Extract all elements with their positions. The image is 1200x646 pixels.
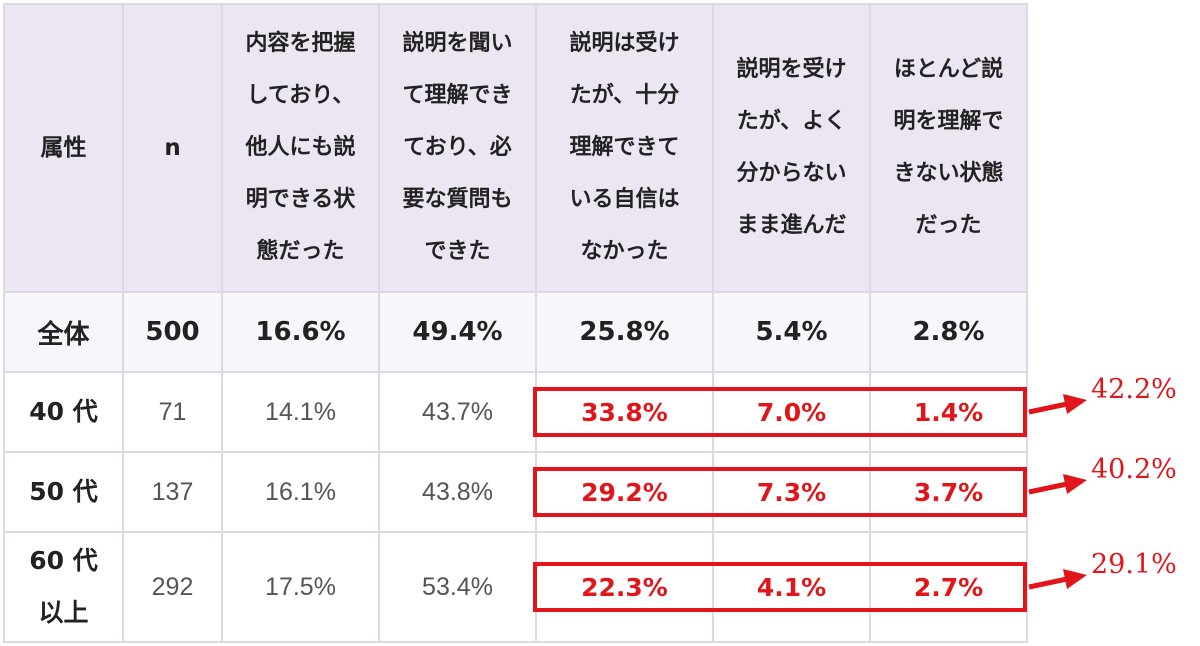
cell-n: 292 [122, 531, 223, 643]
row-label-line: 50 代 [29, 477, 98, 506]
cell-n: 137 [122, 451, 223, 533]
table-row: 全体 500 16.6% 49.4% 25.8% 5.4% 2.8% [3, 291, 1028, 373]
row-label: 50 代 [3, 451, 124, 533]
arrow-right-icon [1028, 474, 1087, 495]
column-header-c4: 説明を受けたが、よく分からないまま進んだ [712, 3, 871, 293]
column-header-line: 属性 [40, 135, 87, 161]
cell-c5: 1.4% [869, 371, 1028, 453]
column-header-line: 態だった [256, 239, 345, 264]
cell-n: 500 [122, 291, 223, 373]
row-label-line: 60 代 [29, 546, 98, 575]
column-header-line: 説明を受け [736, 57, 847, 82]
cell-c4: 7.3% [712, 451, 871, 533]
column-header-line: n [164, 135, 181, 161]
cell-c3: 29.2% [535, 451, 714, 533]
column-header-line: いる自信は [569, 187, 680, 212]
cell-c3: 22.3% [535, 531, 714, 643]
cell-c1: 14.1% [221, 371, 380, 453]
column-header-line: ほとんど説 [893, 57, 1004, 82]
cell-c5: 2.8% [869, 291, 1028, 373]
column-header-c3: 説明は受けたが、十分理解できている自信はなかった [535, 3, 714, 293]
column-header-line: たが、十分 [569, 83, 680, 108]
column-header-line: 他人にも説 [245, 135, 356, 160]
survey-table: 属性 n 内容を把握 しており、 他人にも説 明できる状 態だった 説明を聞い て理解でき ており… [3, 3, 1028, 643]
column-header-line: 分からない [736, 161, 847, 186]
cell-c1: 16.6% [221, 291, 380, 373]
cell-c2: 49.4% [378, 291, 537, 373]
arrow-right-icon [1028, 394, 1087, 415]
highlight-box [533, 467, 1027, 517]
cell-c4: 7.0% [712, 371, 871, 453]
column-header-attr: 属性 [3, 3, 124, 293]
sum-label: 40.2% [1091, 454, 1177, 485]
column-header-line: だった [915, 213, 982, 238]
column-header-line: 内容を把握 [245, 31, 356, 56]
column-header-n: n [122, 3, 223, 293]
cell-c2: 43.8% [378, 451, 537, 533]
column-header-line: ており、必 [403, 135, 512, 160]
cell-c3: 33.8% [535, 371, 714, 453]
column-header-line: 説明は受け [569, 31, 680, 56]
column-header-c5: ほとんど説明を理解できない状態だった [869, 3, 1028, 293]
cell-c5: 2.7% [869, 531, 1028, 643]
row-label-line: 以上 [38, 598, 89, 627]
column-header-line: できた [424, 239, 491, 264]
cell-c1: 17.5% [221, 531, 380, 643]
row-label: 全体 [3, 291, 124, 373]
highlight-box [533, 387, 1027, 437]
highlight-box [533, 562, 1027, 612]
row-label-line: 40 代 [29, 397, 98, 426]
column-header-c1: 内容を把握しており、他人にも説明できる状態だった [221, 3, 380, 293]
cell-c2: 43.7% [378, 371, 537, 453]
cell-c5: 3.7% [869, 451, 1028, 533]
column-header-line: 明できる状 [245, 187, 356, 212]
column-header-line: たが、よく [736, 109, 847, 134]
cell-c4: 5.4% [712, 291, 871, 373]
column-header-line: 明を理解で [893, 109, 1004, 134]
header-row: 属性 n 内容を把握 しており、 他人にも説 明できる状 態だった 説明を聞い て理解でき ており… [3, 3, 1028, 293]
column-header-line: 説明を聞い [402, 31, 513, 56]
column-header-line: て理解でき [402, 83, 513, 108]
sum-label: 29.1% [1091, 549, 1177, 580]
cell-c3: 25.8% [535, 291, 714, 373]
row-label-line: 全体 [37, 319, 90, 350]
cell-n: 71 [122, 371, 223, 453]
table-row: 60 代以上 292 17.5% 53.4% 22.3% 4.1% 2.7% [3, 531, 1028, 643]
cell-c2: 53.4% [378, 531, 537, 643]
table-row: 50 代 137 16.1% 43.8% 29.2% 7.3% 3.7% [3, 451, 1028, 533]
column-header-line: きない状態 [893, 161, 1004, 186]
column-header-line: 要な質問も [402, 187, 513, 212]
sum-label: 42.2% [1091, 374, 1177, 405]
column-header-line: なかった [580, 239, 669, 264]
row-label: 40 代 [3, 371, 124, 453]
cell-c4: 4.1% [712, 531, 871, 643]
column-header-line: まま進んだ [736, 213, 847, 238]
row-label: 60 代以上 [3, 531, 124, 643]
table-row: 40 代 71 14.1% 43.7% 33.8% 7.0% 1.4% [3, 371, 1028, 453]
cell-c1: 16.1% [221, 451, 380, 533]
column-header-line: 理解できて [569, 135, 680, 160]
column-header-c2: 説明を聞いて理解できており、必要な質問もできた [378, 3, 537, 293]
arrow-right-icon [1028, 569, 1087, 590]
column-header-line: しており、 [246, 83, 355, 108]
